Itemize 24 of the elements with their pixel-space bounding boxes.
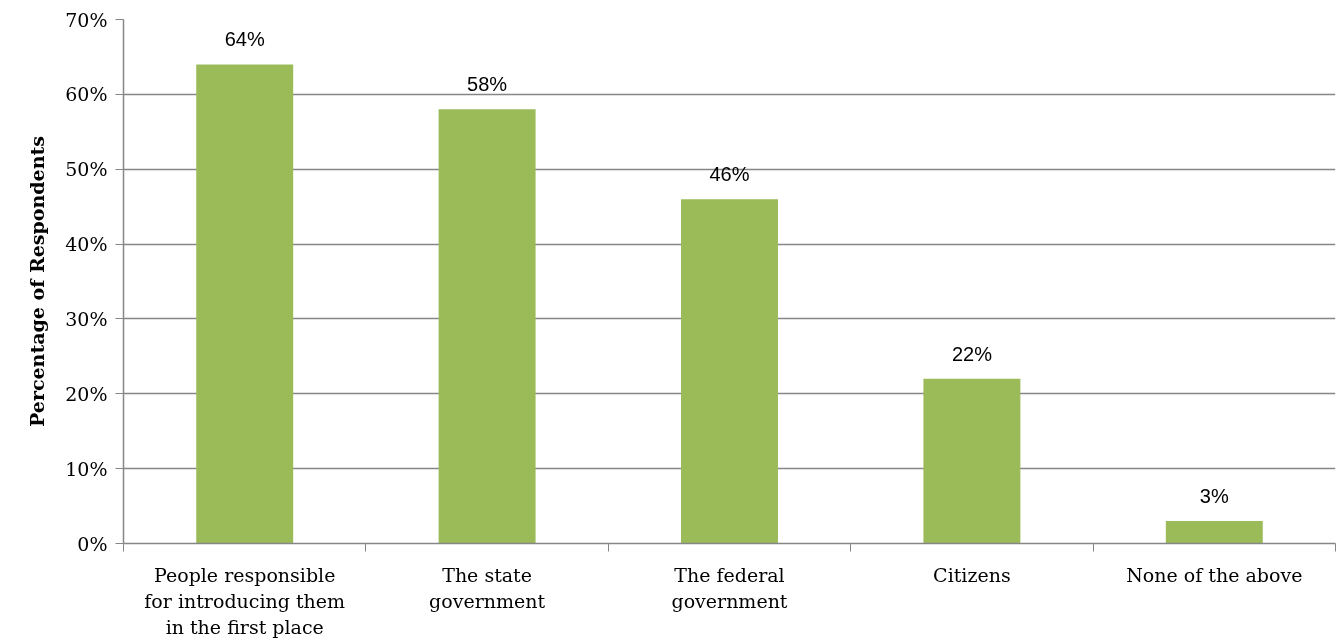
bar bbox=[681, 199, 778, 544]
y-axis-title: Percentage of Respondents bbox=[26, 136, 49, 427]
y-tick-label: 10% bbox=[65, 457, 108, 480]
bar bbox=[923, 378, 1021, 544]
data-label: 3% bbox=[1199, 485, 1229, 508]
data-label: 22% bbox=[951, 342, 993, 365]
bar bbox=[196, 64, 294, 544]
y-tick-label: 50% bbox=[65, 158, 108, 181]
y-tick-label: 20% bbox=[65, 382, 108, 405]
y-tick-label: 0% bbox=[77, 532, 108, 555]
bar bbox=[438, 109, 536, 544]
y-tick-label: 60% bbox=[65, 83, 108, 106]
x-tick-label: People responsible for introducing them in the first place bbox=[144, 563, 346, 639]
data-label: 64% bbox=[224, 28, 265, 51]
bar bbox=[1165, 521, 1263, 544]
y-tick-label: 30% bbox=[65, 307, 108, 330]
data-label: 58% bbox=[467, 73, 508, 96]
x-tick-label: The federal government bbox=[671, 563, 788, 612]
y-tick-label: 40% bbox=[65, 233, 108, 256]
y-tick-label: 70% bbox=[65, 8, 108, 31]
data-label: 46% bbox=[709, 163, 750, 186]
x-tick-label: Citizens bbox=[933, 563, 1011, 586]
x-tick-label: The state government bbox=[429, 563, 546, 612]
x-tick-label: None of the above bbox=[1126, 563, 1303, 586]
